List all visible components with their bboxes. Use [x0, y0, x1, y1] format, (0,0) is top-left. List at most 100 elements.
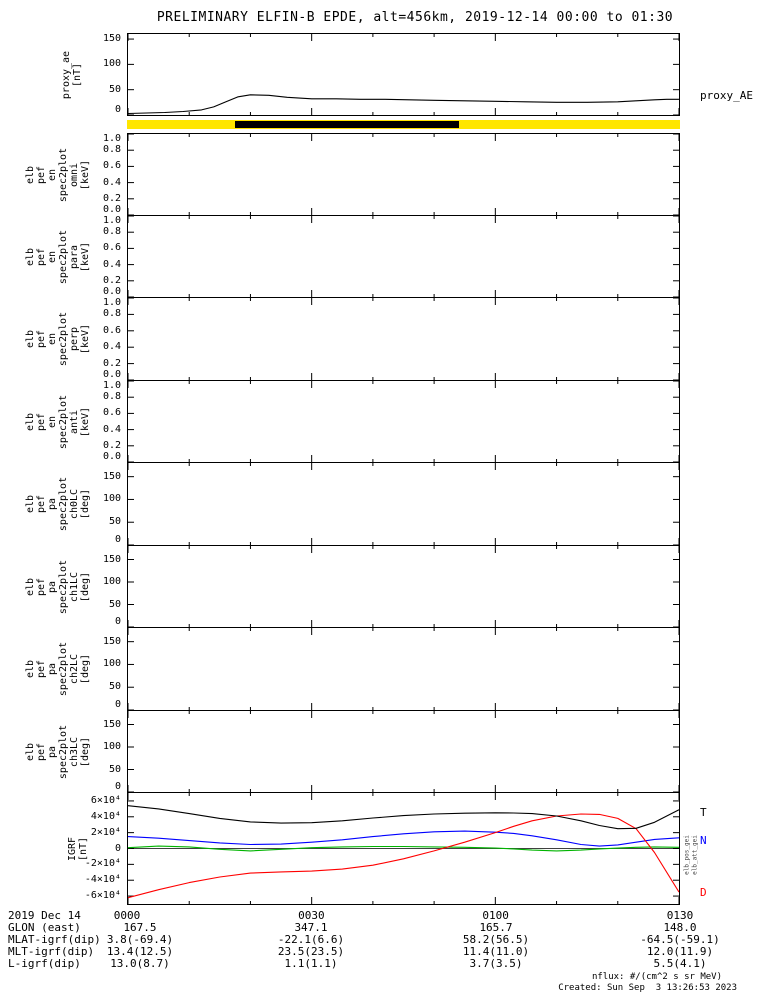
ytick-label: 0 — [114, 534, 121, 545]
created-timestamp: Created: Sun Sep 3 13:26:53 2023 — [558, 983, 737, 993]
ytick-label: 0 — [114, 616, 121, 627]
ytick-label: 0.6 — [102, 242, 121, 254]
ytick-label: 0.0 — [102, 286, 121, 297]
ephemeris-value: 11.4(11.0) — [462, 945, 530, 958]
ephemeris-value: 23.5(23.5) — [277, 945, 345, 958]
ephemeris-value: 347.1 — [294, 921, 328, 934]
panel-pa_ch0lc — [127, 462, 680, 546]
ytick-label: -4×10⁴ — [84, 874, 121, 886]
xtick-label: 0130 — [666, 909, 694, 922]
panel-igrf — [127, 792, 680, 905]
ytick-label: 50 — [108, 598, 121, 610]
ytick-label: 150 — [102, 635, 121, 647]
status-bar-track — [127, 120, 680, 129]
panel-ylabel-en_perp: elb pef en spec2plot perp [keV] — [25, 311, 91, 367]
ytick-label: 1.0 — [102, 215, 121, 226]
ytick-label: 6×10⁴ — [90, 794, 121, 806]
xtick-label: 0000 — [113, 909, 141, 922]
ytick-label: 150 — [102, 470, 121, 482]
panel-pa_ch2lc — [127, 627, 680, 711]
ytick-label: 0.0 — [102, 451, 121, 462]
ytick-label: 0.8 — [102, 226, 121, 238]
panel-pa_ch3lc — [127, 710, 680, 793]
ephemeris-value: 1.1(1.1) — [284, 957, 338, 970]
panel-ylabel-en_omni: elb pef en spec2plot omni [keV] — [25, 147, 91, 202]
ephemeris-value: 165.7 — [479, 921, 513, 934]
panel-en_para — [127, 215, 680, 298]
series-label-D: D — [700, 886, 707, 900]
panel-ylabel-pa_ch0lc: elb pef pa spec2plot ch0LC [deg] — [25, 476, 91, 532]
ephemeris-value: 3.7(3.5) — [469, 957, 523, 970]
panel-en_omni — [127, 133, 680, 216]
ytick-label: 0.2 — [102, 439, 121, 451]
panel-ylabel-pa_ch1lc: elb pef pa spec2plot ch1LC [deg] — [25, 559, 91, 614]
side-annotation: elb_att_gei — [691, 835, 699, 875]
ytick-label: 0 — [114, 781, 121, 792]
ephemeris-row-label: GLON (east) — [8, 921, 81, 934]
ytick-label: 0.8 — [102, 308, 121, 320]
panel-ylabel-igrf: IGRF [nT] — [67, 836, 89, 861]
ephemeris-row-label: MLT-igrf(dip) — [8, 945, 95, 958]
status-bar-segment — [234, 121, 459, 128]
ytick-label: 150 — [102, 718, 121, 730]
nflux-units-note: nflux: #/(cm^2 s sr MeV) — [591, 972, 722, 982]
ytick-label: 50 — [108, 763, 121, 775]
panel-en_anti — [127, 380, 680, 463]
ytick-label: 2×10⁴ — [90, 826, 121, 838]
date-label: 2019 Dec 14 — [8, 909, 81, 922]
panel-ylabel-pa_ch2lc: elb pef pa spec2plot ch2LC [deg] — [25, 641, 91, 697]
ephemeris-row-label: MLAT-igrf(dip) — [8, 933, 101, 946]
ytick-label: 100 — [102, 493, 121, 505]
ytick-label: 0.4 — [102, 423, 121, 435]
plot-title: PRELIMINARY ELFIN-B EPDE, alt=456km, 201… — [156, 10, 674, 25]
ytick-label: 0.6 — [102, 324, 121, 336]
ephemeris-value: 5.5(4.1) — [653, 957, 707, 970]
ephemeris-value: 58.2(56.5) — [462, 933, 530, 946]
panel-pa_ch1lc — [127, 545, 680, 628]
ytick-label: 100 — [102, 58, 121, 70]
ephemeris-value: 148.0 — [663, 921, 697, 934]
ytick-label: 4×10⁴ — [90, 810, 121, 822]
ephemeris-value: 13.0(8.7) — [110, 957, 170, 970]
ytick-label: 0.2 — [102, 357, 121, 369]
panel-right-label-proxy_ae: proxy_AE — [700, 89, 753, 103]
ephemeris-row-label: L-igrf(dip) — [8, 957, 81, 970]
ephemeris-value: -64.5(-59.1) — [640, 933, 720, 946]
ytick-label: 50 — [108, 83, 121, 95]
ytick-label: 100 — [102, 741, 121, 752]
ytick-label: 100 — [102, 658, 121, 670]
ytick-label: 50 — [108, 516, 121, 528]
ytick-label: 1.0 — [102, 297, 121, 308]
panel-ylabel-proxy_ae: proxy_ae [nT] — [61, 50, 83, 99]
ephemeris-value: 167.5 — [123, 921, 157, 934]
ytick-label: 0.4 — [102, 341, 121, 353]
ytick-label: 0.2 — [102, 274, 121, 286]
ytick-label: 0.6 — [102, 160, 121, 172]
ytick-label: 0.0 — [102, 204, 121, 215]
series-label-N: N — [700, 833, 707, 847]
ytick-label: 0.2 — [102, 192, 121, 204]
panel-proxy_ae — [127, 33, 680, 116]
panel-ylabel-pa_ch3lc: elb pef pa spec2plot ch3LC [deg] — [25, 724, 91, 779]
panel-en_perp — [127, 297, 680, 381]
ytick-label: 50 — [108, 681, 121, 693]
ytick-label: 0 — [114, 842, 121, 854]
ytick-label: 1.0 — [102, 380, 121, 391]
ephemeris-value: 13.4(12.5) — [106, 945, 174, 958]
ytick-label: 0.4 — [102, 258, 121, 270]
series-label-T: T — [700, 806, 707, 820]
ytick-label: 150 — [102, 33, 121, 45]
side-annotation: elb_pos_gei — [683, 835, 691, 875]
ytick-label: 100 — [102, 576, 121, 587]
ytick-label: 0.8 — [102, 144, 121, 156]
ytick-label: 1.0 — [102, 133, 121, 144]
xtick-label: 0100 — [482, 909, 509, 922]
ytick-label: -2×10⁴ — [84, 858, 121, 870]
ytick-label: 0.4 — [102, 176, 121, 188]
ytick-label: 0 — [114, 104, 121, 115]
ephemeris-value: -22.1(6.6) — [277, 933, 345, 946]
ytick-label: 0.0 — [102, 369, 121, 380]
panel-ylabel-en_para: elb pef en spec2plot para [keV] — [25, 229, 91, 284]
ytick-label: 0.8 — [102, 391, 121, 403]
xtick-label: 0030 — [298, 909, 325, 922]
